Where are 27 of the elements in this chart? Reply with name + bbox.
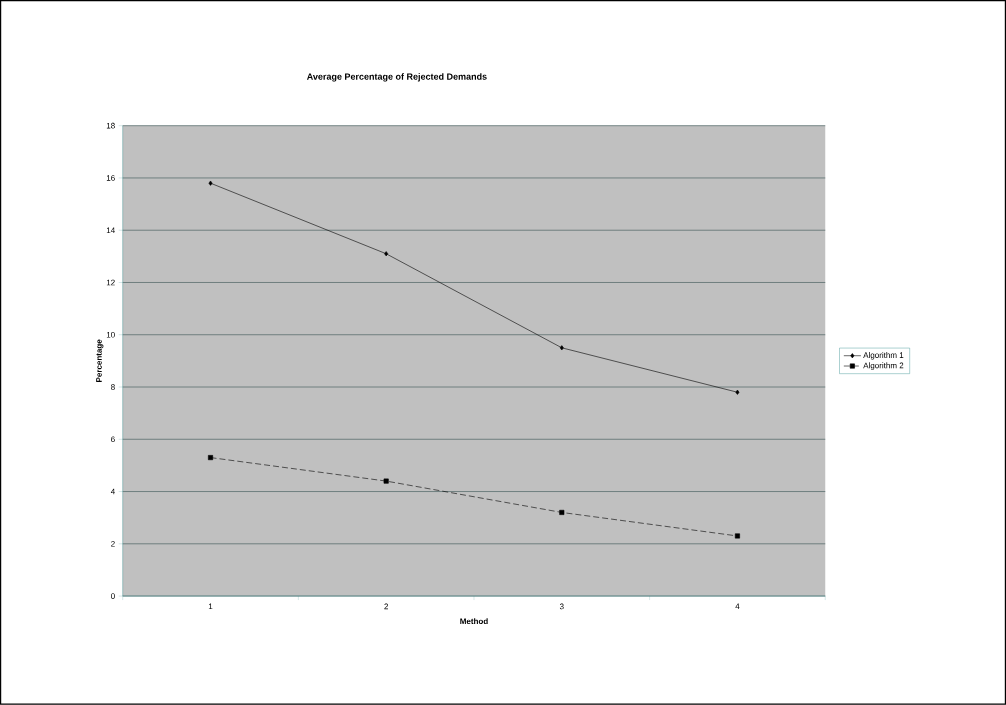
x-tick-label: 2 <box>384 603 388 610</box>
y-axis-title: Percentage <box>96 339 104 383</box>
x-tick-label: 3 <box>559 603 564 610</box>
x-tick-label: 1 <box>208 603 213 610</box>
y-tick-label: 18 <box>106 122 115 129</box>
point <box>208 455 214 461</box>
legend-label: Algorithm 1 <box>863 352 904 360</box>
x-tick-label: 4 <box>735 603 740 610</box>
point <box>384 251 389 257</box>
point <box>559 510 565 516</box>
y-tick-label: 12 <box>106 279 115 286</box>
point <box>735 389 740 395</box>
y-tick-label: 6 <box>111 436 115 443</box>
x-axis-title: Method <box>460 618 488 625</box>
y-tick-label: 14 <box>106 227 115 234</box>
legend-label: Algorithm 2 <box>863 362 904 370</box>
y-tick-label: 8 <box>111 384 115 390</box>
point <box>559 345 564 351</box>
point <box>208 180 213 186</box>
chart-title: Average Percentage of Rejected Demands <box>306 73 487 82</box>
y-tick-label: 2 <box>111 541 115 547</box>
point <box>383 478 389 484</box>
y-tick-label: 10 <box>106 332 115 338</box>
point <box>734 533 740 539</box>
y-tick-label: 4 <box>110 488 115 495</box>
y-tick-label: 0 <box>111 593 115 600</box>
y-tick-label: 16 <box>106 175 115 181</box>
